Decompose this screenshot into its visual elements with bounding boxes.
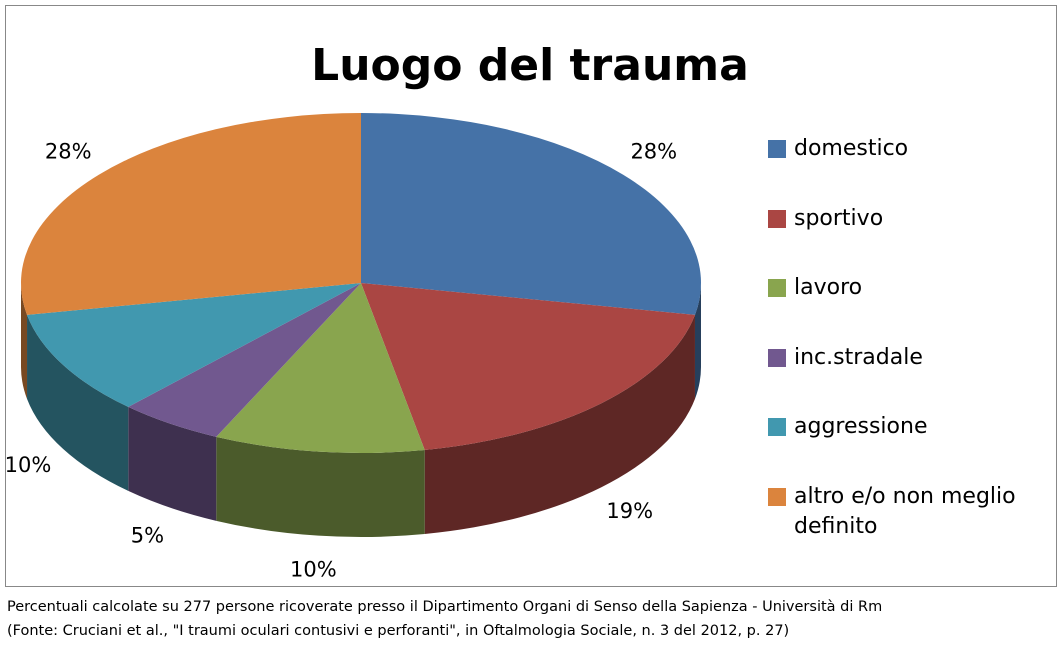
chart-title: Luogo del trauma	[311, 40, 749, 91]
footnote: Percentuali calcolate su 277 persone ric…	[7, 599, 883, 615]
legend-swatch	[768, 140, 786, 158]
slice-side	[424, 314, 695, 534]
legend-label: inc.stradale	[794, 344, 923, 370]
legend-swatch	[768, 487, 786, 506]
data-label: 10%	[290, 557, 337, 581]
slice-side	[694, 283, 701, 399]
slice	[20, 113, 361, 315]
slice	[27, 283, 361, 407]
legend-item: aggressione	[768, 412, 1038, 442]
legend-label: aggressione	[794, 414, 928, 439]
legend-label: domestico	[794, 136, 909, 161]
chart-frame	[5, 5, 1057, 587]
slice-side	[128, 406, 217, 521]
legend-item: inc.stradale	[768, 343, 1038, 373]
legend-swatch	[768, 418, 786, 436]
chart: Luogo del trauma 28% 19% 10% 5% 10% 28%	[5, 40, 749, 581]
data-label: 10%	[5, 453, 52, 477]
legend-swatch	[768, 279, 786, 297]
data-label: 28%	[630, 139, 677, 163]
legend-item: altro e/o non meglio definito	[768, 482, 1038, 542]
legend-item: lavoro	[768, 273, 1038, 303]
legend-label: altro e/o non meglio definito	[794, 483, 1016, 539]
data-label: 19%	[606, 499, 653, 523]
slice	[216, 283, 425, 454]
slice-side	[27, 314, 129, 491]
slice	[361, 113, 701, 315]
slice-side	[216, 436, 425, 538]
legend-swatch	[768, 348, 786, 367]
legend-label: sportivo	[794, 205, 884, 231]
slice-side	[21, 283, 28, 399]
footnote: (Fonte: Cruciani et al., "I traumi ocula…	[7, 623, 790, 639]
legend-label: lavoro	[794, 275, 863, 300]
slice	[361, 283, 695, 450]
data-label: 28%	[45, 139, 92, 163]
slice	[128, 283, 361, 437]
legend-item: domestico	[768, 134, 1038, 164]
legend-item: sportivo	[768, 204, 1038, 234]
data-label: 5%	[131, 524, 164, 548]
legend-swatch	[768, 209, 786, 228]
